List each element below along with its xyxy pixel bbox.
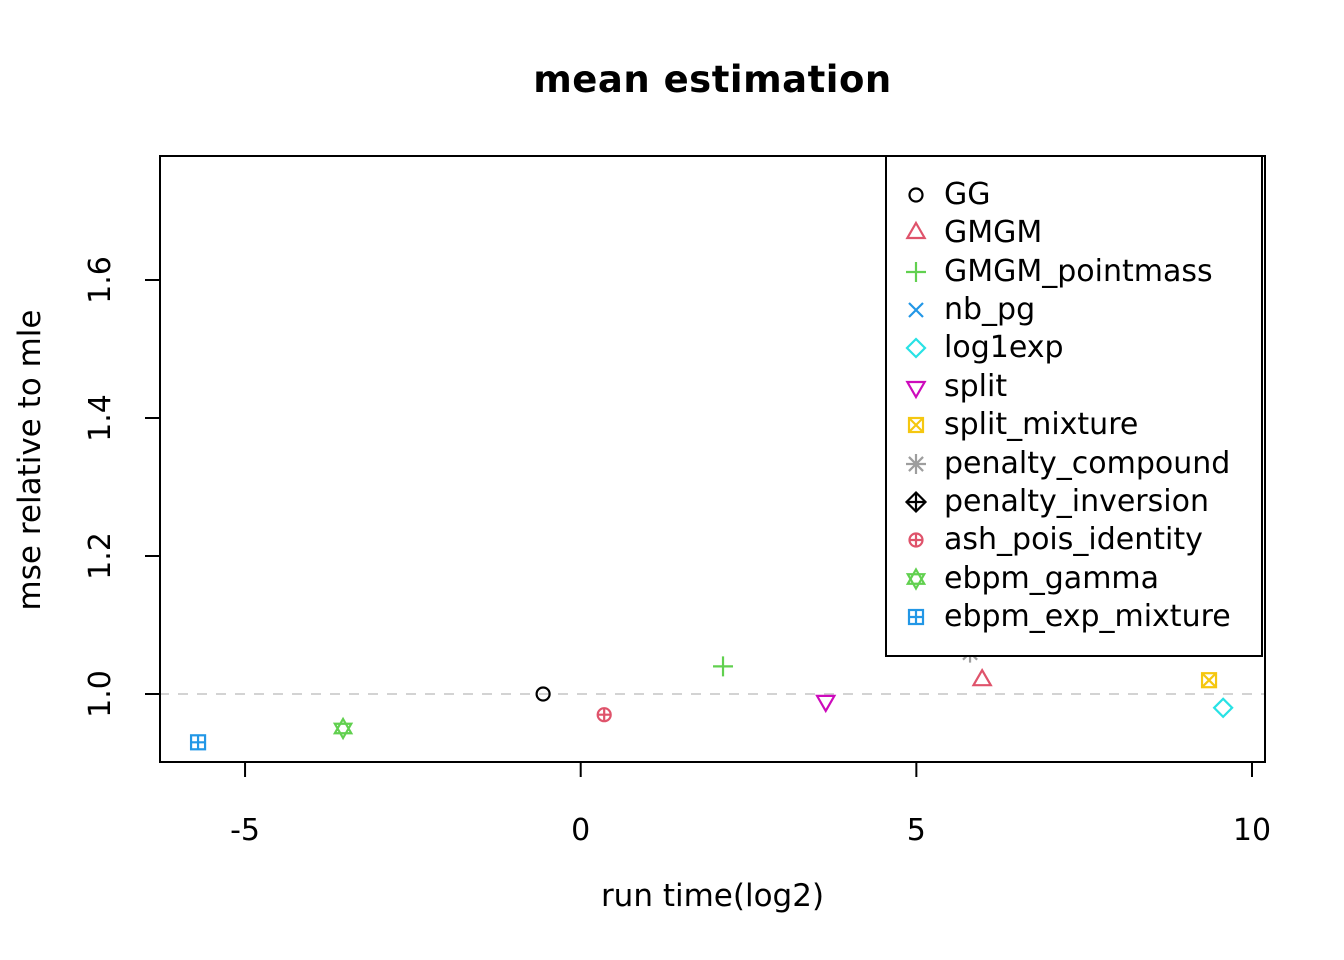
data-point-ash-pois-identity bbox=[596, 707, 612, 723]
chart-title: mean estimation bbox=[533, 58, 892, 101]
square-x-marker-icon bbox=[907, 417, 925, 434]
square-plus-marker-icon bbox=[907, 609, 925, 626]
square-x-marker-glyph bbox=[907, 417, 925, 434]
plot-border bbox=[159, 155, 1266, 763]
x-tick-label: -5 bbox=[230, 813, 260, 848]
triangle-up-marker-icon bbox=[905, 221, 927, 240]
data-point-GMGM-pointmass bbox=[713, 656, 734, 677]
circle-plus-marker-icon bbox=[908, 532, 924, 548]
legend-item-label: log1exp bbox=[944, 330, 1064, 366]
triangle-down-marker-icon bbox=[905, 380, 927, 399]
circle-marker-icon bbox=[908, 187, 924, 203]
legend-item-label: GG bbox=[944, 176, 991, 212]
data-point-GG bbox=[535, 686, 551, 702]
data-point-ebpm-exp-mixture bbox=[189, 734, 207, 751]
legend-item-label: nb_pg bbox=[944, 292, 1036, 328]
diamond-plus-marker-glyph bbox=[904, 490, 928, 514]
triangle-down-marker-glyph bbox=[905, 380, 927, 399]
legend-item-label: ebpm_gamma bbox=[944, 560, 1160, 596]
y-tick-label: 1.2 bbox=[83, 532, 118, 580]
hexagram-marker-glyph bbox=[905, 567, 927, 591]
plus-marker-glyph bbox=[906, 261, 926, 282]
asterisk-marker-glyph bbox=[906, 453, 926, 474]
legend-item-label: ash_pois_identity bbox=[944, 522, 1203, 558]
legend-item-penalty-compound: penalty_compound bbox=[901, 444, 1261, 482]
circle-plus-marker-glyph bbox=[908, 532, 924, 548]
x-tick-label: 0 bbox=[571, 813, 590, 848]
y-tick-label: 1.4 bbox=[83, 394, 118, 442]
x-marker-icon bbox=[908, 302, 924, 318]
legend-item-split-mixture: split_mixture bbox=[901, 406, 1261, 444]
x-marker-glyph bbox=[908, 302, 924, 318]
plus-marker-icon bbox=[906, 261, 926, 282]
legend-item-label: ebpm_exp_mixture bbox=[944, 599, 1231, 635]
x-axis-label: run time(log2) bbox=[600, 878, 825, 914]
diamond-marker-glyph bbox=[905, 337, 927, 359]
y-tick-label: 1.6 bbox=[83, 256, 118, 304]
legend-item-ash-pois-identity: ash_pois_identity bbox=[901, 521, 1261, 559]
legend-item-GG: GG bbox=[901, 176, 1261, 214]
legend-item-log1exp: log1exp bbox=[901, 329, 1261, 367]
x-tick-label: 10 bbox=[1233, 813, 1271, 848]
diamond-plus-marker-icon bbox=[904, 490, 928, 514]
square-plus-marker-glyph bbox=[907, 609, 925, 626]
data-point-GMGM bbox=[971, 667, 993, 687]
legend-item-label: GMGM_pointmass bbox=[944, 253, 1213, 289]
triangle-up-marker-glyph bbox=[905, 221, 927, 240]
legend-item-penalty-inversion: penalty_inversion bbox=[901, 483, 1261, 521]
legend-item-ebpm-exp-mixture: ebpm_exp_mixture bbox=[901, 598, 1261, 636]
data-point-split-mixture bbox=[1200, 672, 1218, 689]
legend-item-nb-pg: nb_pg bbox=[901, 291, 1261, 329]
legend-item-GMGM-pointmass: GMGM_pointmass bbox=[901, 252, 1261, 290]
data-point-log1exp bbox=[1212, 697, 1234, 719]
asterisk-marker-icon bbox=[906, 453, 926, 474]
legend-item-label: penalty_inversion bbox=[944, 483, 1209, 519]
legend-item-GMGM: GMGM bbox=[901, 214, 1261, 252]
legend-item-label: split bbox=[944, 368, 1008, 404]
data-point-split bbox=[815, 694, 837, 714]
diamond-marker-icon bbox=[905, 337, 927, 359]
legend-item-label: penalty_compound bbox=[944, 445, 1231, 481]
data-point-ebpm-gamma bbox=[332, 716, 354, 741]
legend: GG GMGM GMGM_pointmass nb_pg log1exp split spl… bbox=[885, 155, 1263, 657]
legend-item-split: split bbox=[901, 368, 1261, 406]
x-tick-label: 5 bbox=[907, 813, 926, 848]
y-tick-label: 1.0 bbox=[83, 670, 118, 718]
circle-marker-glyph bbox=[908, 187, 924, 203]
legend-item-ebpm-gamma: ebpm_gamma bbox=[901, 560, 1261, 598]
hexagram-marker-icon bbox=[905, 567, 927, 591]
legend-item-label: GMGM bbox=[944, 215, 1043, 251]
legend-item-label: split_mixture bbox=[944, 407, 1139, 443]
